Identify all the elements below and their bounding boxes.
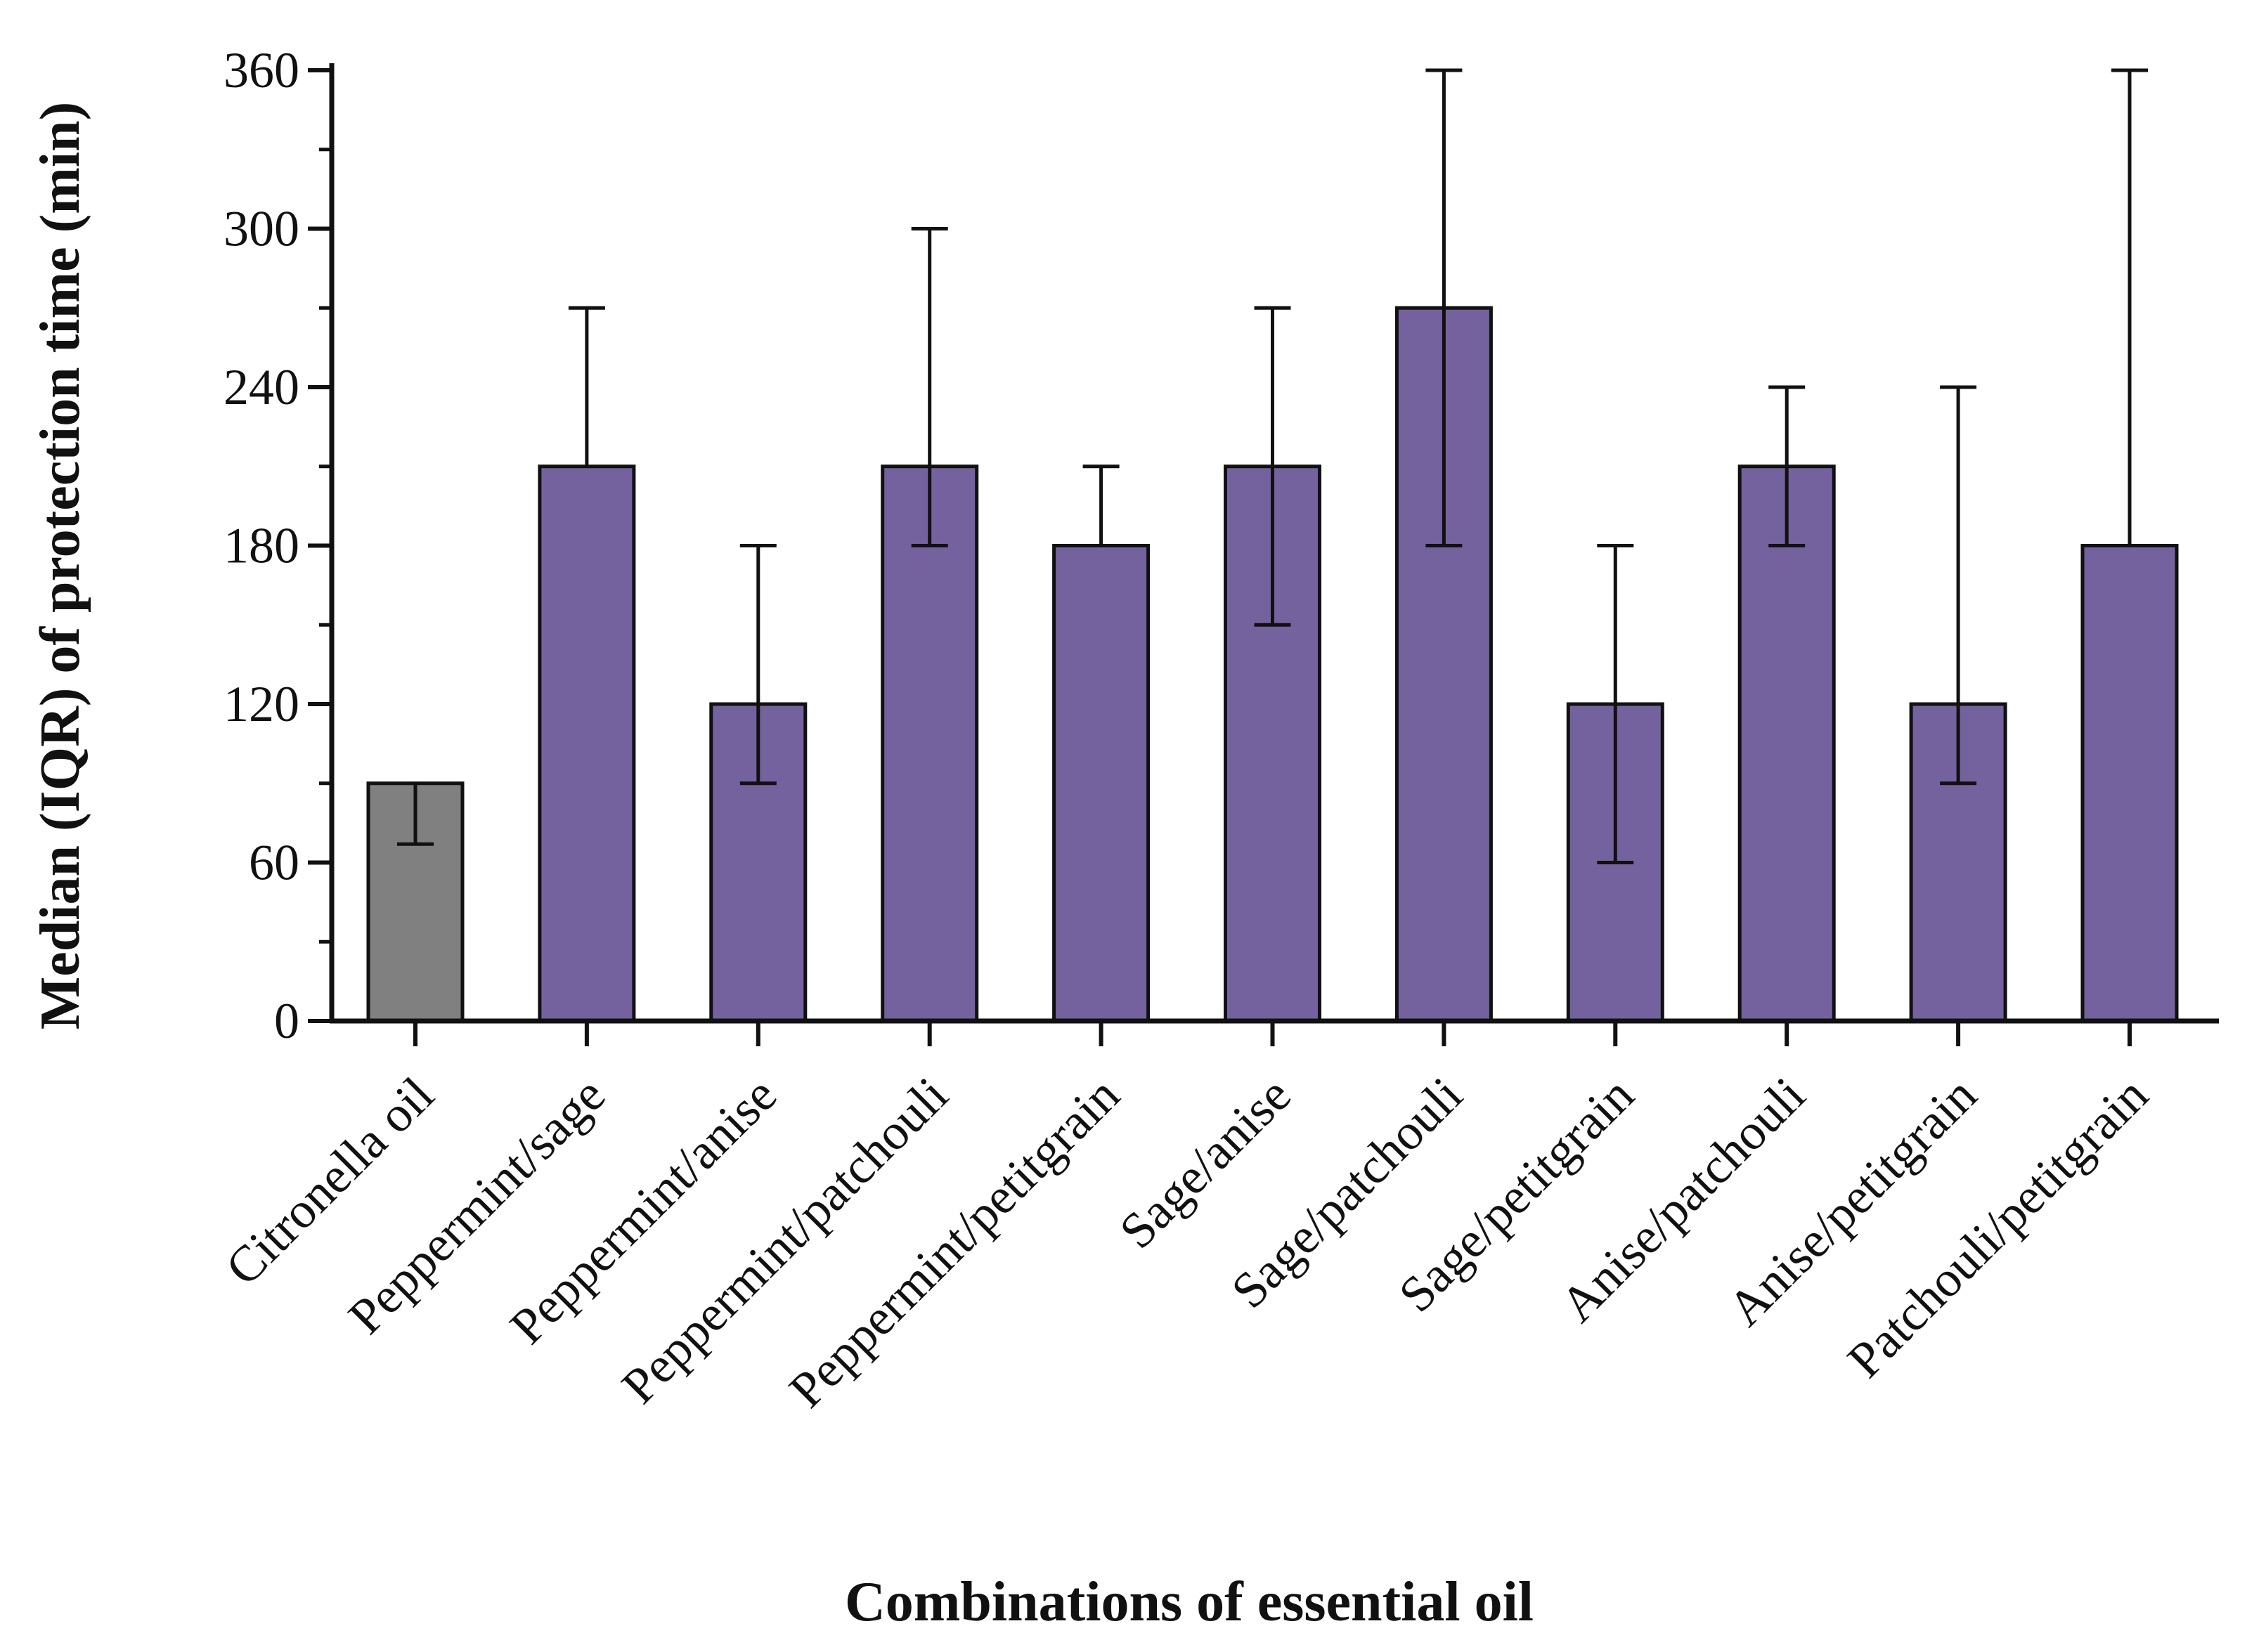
y-tick-label: 60 <box>249 835 299 891</box>
error-bars <box>397 68 2148 864</box>
y-tick-label: 0 <box>274 993 299 1049</box>
bar <box>881 464 979 1023</box>
bar <box>538 464 636 1023</box>
bar <box>366 781 465 1023</box>
y-tick-label: 180 <box>224 518 299 574</box>
y-tick-label: 240 <box>224 359 299 415</box>
category-label: Peppermint/patchouli <box>611 1067 959 1414</box>
category-label: Patchouli/petitgrain <box>1837 1067 2158 1388</box>
category-label: Peppermint/petitgrain <box>778 1067 1130 1419</box>
y-tick-label: 360 <box>224 42 299 98</box>
x-axis-ticks <box>413 1021 2132 1046</box>
y-tick-label: 120 <box>224 676 299 732</box>
bar <box>1737 464 1836 1023</box>
y-tick-label: 300 <box>224 201 299 257</box>
bar <box>1052 544 1151 1023</box>
y-axis-title: Median (IQR) of protection time (min) <box>30 102 91 1030</box>
x-axis-category-labels: Citronella oilPeppermint/sagePeppermint/… <box>215 1067 2159 1419</box>
x-axis-title: Combinations of essential oil <box>845 1571 1534 1633</box>
y-axis-ticks: 0 60 120 180 240 300 360 <box>224 42 332 1049</box>
bar <box>2080 544 2179 1023</box>
